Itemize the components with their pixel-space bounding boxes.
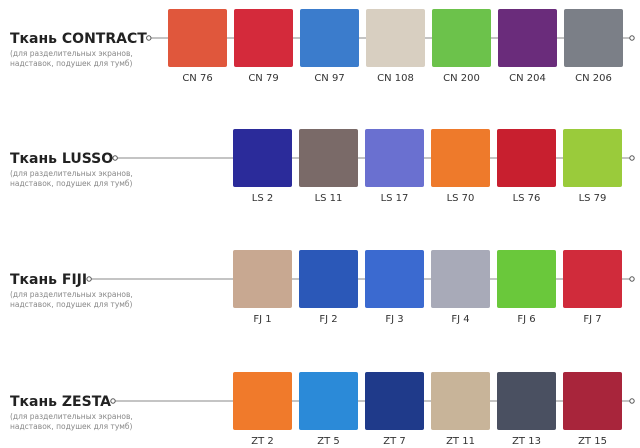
swatch [563, 372, 622, 430]
connector-end [629, 155, 635, 161]
swatch-code: LS 79 [579, 193, 607, 204]
swatch [497, 250, 556, 308]
swatch [365, 372, 424, 430]
swatch [233, 250, 292, 308]
connector-dot [112, 155, 118, 161]
swatch [300, 9, 359, 67]
swatch [497, 129, 556, 187]
swatch [299, 129, 358, 187]
swatch-code: FJ 4 [451, 314, 469, 325]
swatch [432, 9, 491, 67]
fabric-title: Ткань FIJI [10, 272, 87, 288]
swatch-code: CN 97 [314, 73, 344, 84]
swatch-code: ZT 7 [383, 436, 406, 447]
swatch [299, 250, 358, 308]
swatch-code: LS 76 [513, 193, 541, 204]
swatch-code: ZT 2 [251, 436, 274, 447]
swatch [431, 372, 490, 430]
swatch-code: ZT 5 [317, 436, 340, 447]
swatch-code: CN 108 [377, 73, 414, 84]
connector-dot [146, 35, 152, 41]
connector-end [629, 398, 635, 404]
swatch [498, 9, 557, 67]
swatch-code: CN 206 [575, 73, 612, 84]
swatch-code: ZT 15 [578, 436, 607, 447]
swatch [366, 9, 425, 67]
swatch-code: FJ 3 [385, 314, 403, 325]
fabric-title: Ткань LUSSO [10, 151, 113, 167]
swatch [233, 129, 292, 187]
fabric-title: Ткань ZESTA [10, 394, 111, 410]
swatch [564, 9, 623, 67]
swatch [431, 129, 490, 187]
connector-dot [86, 276, 92, 282]
swatch-code: CN 204 [509, 73, 546, 84]
fabric-note: надставок, подушек для тумб) [10, 179, 133, 188]
swatch-code: FJ 7 [583, 314, 601, 325]
swatch-code: FJ 2 [319, 314, 337, 325]
connector-end [629, 35, 635, 41]
fabric-note: (для разделительных экранов, [10, 290, 133, 299]
swatch-code: ZT 11 [446, 436, 475, 447]
swatch-code: LS 17 [381, 193, 409, 204]
swatch-code: LS 70 [447, 193, 475, 204]
fabric-note: надставок, подушек для тумб) [10, 422, 133, 431]
swatch [431, 250, 490, 308]
swatch [299, 372, 358, 430]
swatch [497, 372, 556, 430]
fabric-note: (для разделительных экранов, [10, 49, 133, 58]
swatch-code: CN 79 [248, 73, 278, 84]
swatch [365, 129, 424, 187]
fabric-title: Ткань CONTRACT [10, 31, 147, 47]
connector-end [629, 276, 635, 282]
swatch-code: FJ 1 [253, 314, 271, 325]
swatch [234, 9, 293, 67]
swatch [168, 9, 227, 67]
swatch-code: CN 76 [182, 73, 212, 84]
swatch-code: ZT 13 [512, 436, 541, 447]
swatch [563, 129, 622, 187]
fabric-note: надставок, подушек для тумб) [10, 59, 133, 68]
swatch-code: FJ 6 [517, 314, 535, 325]
swatch [365, 250, 424, 308]
swatch [233, 372, 292, 430]
fabric-note: надставок, подушек для тумб) [10, 300, 133, 309]
swatch-code: LS 2 [252, 193, 273, 204]
fabric-note: (для разделительных экранов, [10, 169, 133, 178]
fabric-note: (для разделительных экранов, [10, 412, 133, 421]
swatch [563, 250, 622, 308]
swatch-code: LS 11 [315, 193, 343, 204]
connector-dot [110, 398, 116, 404]
swatch-code: CN 200 [443, 73, 480, 84]
